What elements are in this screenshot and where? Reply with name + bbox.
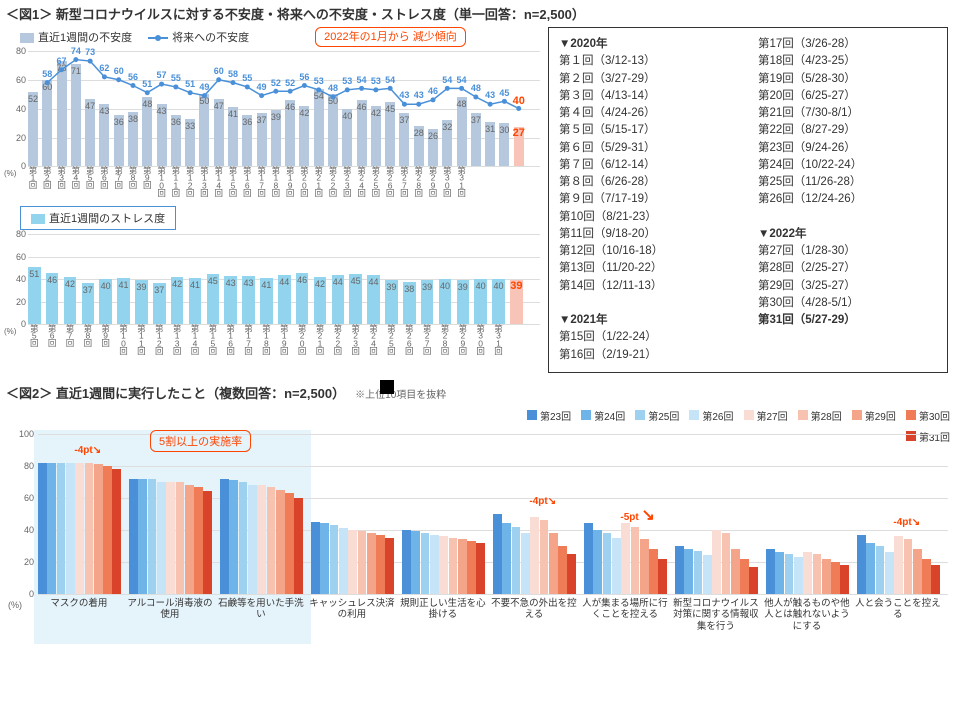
stress-legend: 直近1週間のストレス度 bbox=[20, 206, 176, 230]
wave-list: ▼2020年第１回（3/12-13）第２回（3/27-29）第３回（4/13-1… bbox=[548, 27, 948, 373]
anxiety-chart: 020406080(%)5260737147433638484336335047… bbox=[0, 51, 540, 166]
fig1-title: ＜図1＞ 新型コロナウイルスに対する不安度・将来への不安度・ストレス度（単一回答… bbox=[6, 4, 960, 23]
black-square bbox=[380, 380, 394, 394]
fig2-title: ＜図2＞ 直近1週間に実行したこと（複数回答：n=2,500） bbox=[6, 383, 345, 402]
fig1-callout: 2022年の1月から 減少傾向 bbox=[315, 27, 466, 47]
fig2-note: ※上位10項目を抜粋 bbox=[355, 386, 446, 401]
fig2-callout: 5割以上の実施率 bbox=[150, 430, 251, 452]
stress-chart: 020406080(%)5146423740413937424145434341… bbox=[0, 234, 540, 324]
actions-chart: 第23回第24回第25回第26回第27回第28回第29回第30回第31回 020… bbox=[0, 408, 960, 688]
fig1-legend: 直近1週間の不安度 将来への不安度 2022年の1月から 減少傾向 bbox=[20, 27, 540, 47]
pct-label: (%) bbox=[8, 600, 22, 610]
